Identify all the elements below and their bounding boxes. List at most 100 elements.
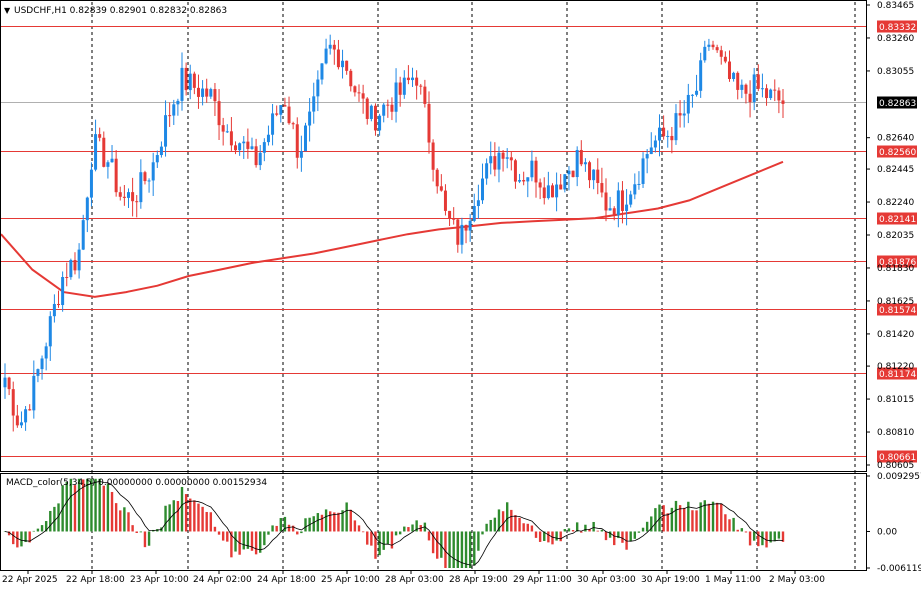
macd-bar <box>683 507 686 532</box>
macd-bar <box>608 531 612 538</box>
candle-body <box>419 85 423 87</box>
dropdown-triangle-icon[interactable]: ▼ <box>4 6 11 15</box>
candle-body <box>604 192 608 211</box>
moving-average-line <box>0 160 784 298</box>
macd-bar <box>246 531 250 549</box>
level-tag <box>877 367 917 380</box>
candle-body <box>781 100 785 104</box>
candle-body <box>765 88 769 99</box>
candle-body <box>526 177 530 182</box>
macd-bar <box>448 531 451 568</box>
candle-body <box>147 180 151 182</box>
macd-bar <box>711 501 715 532</box>
macd-bar <box>695 510 698 532</box>
macd-bar <box>193 500 196 532</box>
macd-bar <box>633 531 637 539</box>
macd-bar <box>250 531 254 551</box>
candle-body <box>740 84 744 90</box>
candle-body <box>159 146 163 156</box>
macd-bar <box>221 531 225 541</box>
candle-body <box>279 105 283 115</box>
candle-body <box>287 106 291 124</box>
macd-bar <box>164 505 167 532</box>
candle-body <box>254 146 258 166</box>
candle-body <box>686 94 690 114</box>
candle-body <box>406 77 410 81</box>
macd-bar <box>263 531 266 546</box>
current-price-label: 0.82863 <box>879 99 916 109</box>
candle-body <box>711 44 715 48</box>
macd-bar <box>571 530 575 532</box>
macd-bar <box>390 531 394 549</box>
candle-body <box>550 185 554 198</box>
macd-bar <box>304 518 307 532</box>
candle-body <box>234 145 238 151</box>
candle-body <box>275 113 279 115</box>
candle-body <box>77 249 81 271</box>
candle-body <box>85 197 89 221</box>
candle-body <box>357 92 361 94</box>
macd-bar <box>12 531 15 545</box>
candle-body <box>353 86 357 93</box>
main-panel-frame <box>0 0 867 472</box>
candle-body <box>777 90 781 101</box>
macd-bar <box>20 531 23 547</box>
candle-body <box>11 389 15 416</box>
candle-body <box>225 131 229 133</box>
candle-body <box>361 93 365 99</box>
candle-body <box>658 127 662 141</box>
macd-bar <box>139 531 143 533</box>
macd-bar <box>353 520 357 532</box>
level-tag <box>877 212 917 225</box>
macd-bar <box>49 510 52 532</box>
candle-body <box>616 190 620 216</box>
candle-body <box>57 303 61 306</box>
price-tick-label: 0.83465 <box>877 1 914 11</box>
macd-bar <box>217 531 221 535</box>
candle-body <box>164 115 168 147</box>
time-tick-label: 24 Apr 18:00 <box>257 575 316 585</box>
macd-bar <box>551 531 554 545</box>
candle-body <box>555 184 559 198</box>
macd-bar <box>773 531 776 542</box>
macd-bar <box>485 523 488 532</box>
macd-bar <box>641 527 645 532</box>
candle-body <box>752 74 756 103</box>
macd-bar <box>180 486 184 532</box>
candle-body <box>52 303 56 317</box>
candle-body <box>625 204 629 211</box>
macd-bar <box>728 519 731 532</box>
candle-body <box>612 208 616 216</box>
macd-bar <box>658 504 661 532</box>
candle-body <box>699 60 703 91</box>
candle-body <box>481 178 485 201</box>
macd-bar <box>366 531 369 545</box>
macd-bar <box>16 531 19 548</box>
candle-body <box>744 84 748 94</box>
candle-body <box>472 206 476 221</box>
macd-bar <box>781 531 785 542</box>
level-tag-label: 0.81574 <box>879 306 916 316</box>
candle-body <box>448 210 452 219</box>
macd-bar <box>82 479 85 532</box>
macd-bar <box>407 527 410 532</box>
macd-bar <box>489 519 492 532</box>
macd-bar <box>110 491 114 532</box>
candle-body <box>633 184 637 195</box>
time-tick-label: 30 Apr 19:00 <box>641 575 700 585</box>
symbol-info: USDCHF,H1 0.82839 0.82901 0.82832 0.8286… <box>14 6 227 16</box>
candle-body <box>3 377 7 388</box>
macd-bar <box>135 531 138 533</box>
candle-body <box>61 277 65 306</box>
macd-bar <box>674 500 678 532</box>
macd-bar <box>748 531 752 546</box>
candle-body <box>662 127 666 137</box>
candle-body <box>649 147 653 155</box>
macd-bar <box>691 510 694 532</box>
macd-bar <box>7 531 11 536</box>
time-tick-label: 2 May 03:00 <box>769 575 825 585</box>
candle-body <box>563 174 567 190</box>
macd-bar <box>86 478 89 532</box>
